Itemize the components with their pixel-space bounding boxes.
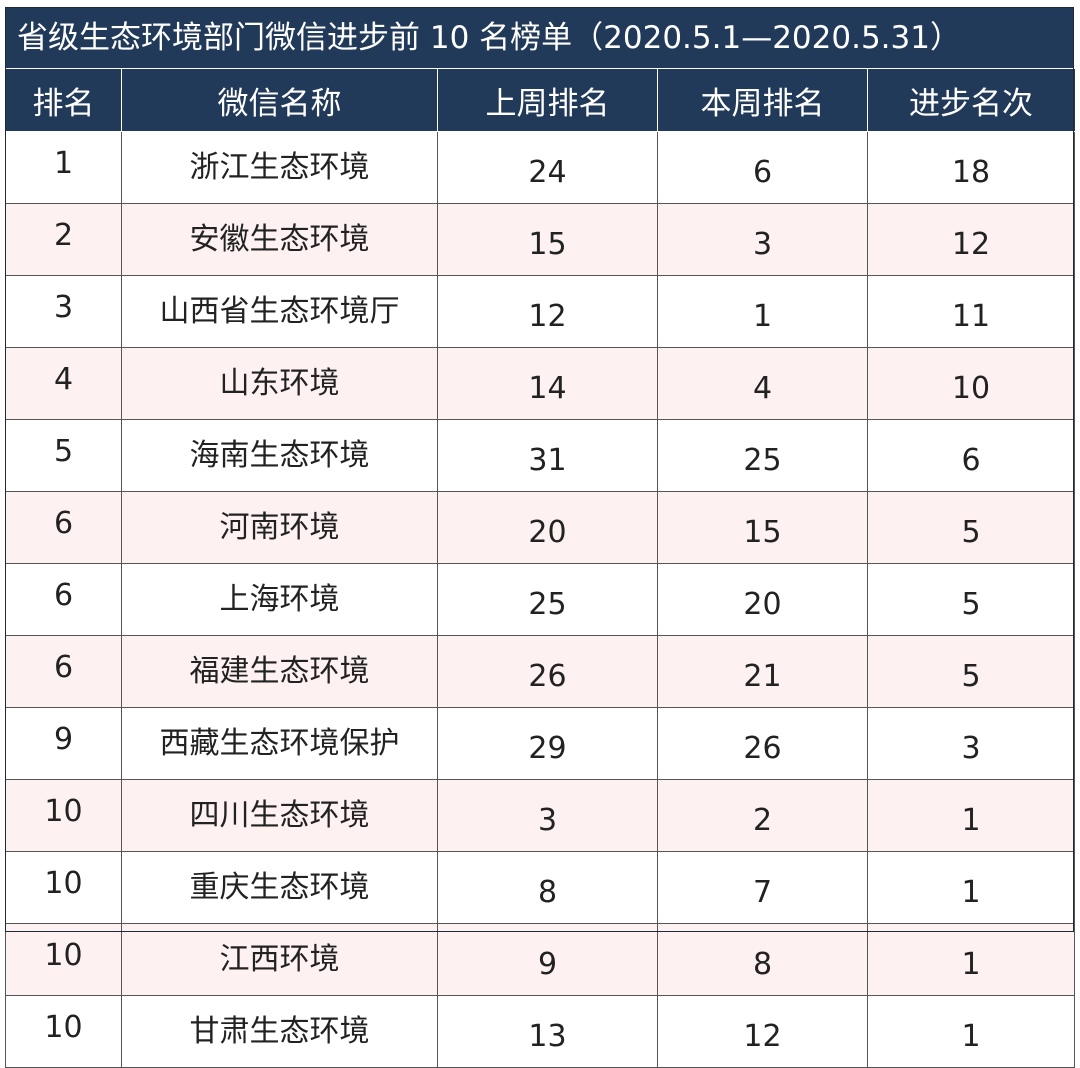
cell-account-name: 浙江生态环境 — [121, 131, 438, 204]
cell-last-week-rank: 31 — [437, 419, 658, 492]
cell-rank: 1 — [5, 131, 122, 204]
table-row: 3 山西省生态环境厅 12 1 11 — [5, 275, 1075, 348]
table-row: 6 福建生态环境 26 21 5 — [5, 635, 1075, 708]
table-row: 10 江西环境 9 8 1 — [5, 923, 1075, 996]
cell-this-week-rank: 26 — [657, 707, 868, 780]
cell-account-name: 福建生态环境 — [121, 635, 438, 708]
cell-rank: 4 — [5, 347, 122, 420]
table-row: 6 河南环境 20 15 5 — [5, 491, 1075, 564]
col-header-account-name: 微信名称 — [121, 69, 438, 132]
cell-rank: 10 — [5, 779, 122, 852]
cell-account-name: 重庆生态环境 — [121, 851, 438, 924]
cell-last-week-rank: 3 — [437, 779, 658, 852]
cell-last-week-rank: 12 — [437, 275, 658, 348]
cell-last-week-rank: 13 — [437, 995, 658, 1068]
col-header-last-week-rank: 上周排名 — [437, 69, 658, 132]
cell-this-week-rank: 7 — [657, 851, 868, 924]
cell-last-week-rank: 24 — [437, 131, 658, 204]
table-row: 10 四川生态环境 3 2 1 — [5, 779, 1075, 852]
cell-progress: 11 — [867, 275, 1075, 348]
cell-last-week-rank: 9 — [437, 923, 658, 996]
cell-this-week-rank: 20 — [657, 563, 868, 636]
table-row: 4 山东环境 14 4 10 — [5, 347, 1075, 420]
cell-progress: 1 — [867, 851, 1075, 924]
cell-this-week-rank: 3 — [657, 203, 868, 276]
cell-account-name: 甘肃生态环境 — [121, 995, 438, 1068]
cell-last-week-rank: 29 — [437, 707, 658, 780]
cell-rank: 6 — [5, 563, 122, 636]
cell-progress: 1 — [867, 923, 1075, 996]
col-header-this-week-rank: 本周排名 — [657, 69, 868, 132]
cell-rank: 3 — [5, 275, 122, 348]
table-row: 10 重庆生态环境 8 7 1 — [5, 851, 1075, 924]
cell-progress: 1 — [867, 779, 1075, 852]
cell-account-name: 海南生态环境 — [121, 419, 438, 492]
cell-rank: 10 — [5, 923, 122, 996]
cell-account-name: 河南环境 — [121, 491, 438, 564]
cell-account-name: 江西环境 — [121, 923, 438, 996]
cell-this-week-rank: 6 — [657, 131, 868, 204]
cell-rank: 10 — [5, 851, 122, 924]
cell-last-week-rank: 25 — [437, 563, 658, 636]
cell-progress: 5 — [867, 635, 1075, 708]
cell-progress: 10 — [867, 347, 1075, 420]
cell-this-week-rank: 8 — [657, 923, 868, 996]
table-row: 6 上海环境 25 20 5 — [5, 563, 1075, 636]
cell-this-week-rank: 4 — [657, 347, 868, 420]
cell-rank: 2 — [5, 203, 122, 276]
cell-this-week-rank: 12 — [657, 995, 868, 1068]
cell-account-name: 山西省生态环境厅 — [121, 275, 438, 348]
table-row: 1 浙江生态环境 24 6 18 — [5, 131, 1075, 204]
cell-last-week-rank: 8 — [437, 851, 658, 924]
cell-this-week-rank: 2 — [657, 779, 868, 852]
table-header-row: 排名 微信名称 上周排名 本周排名 进步名次 — [5, 69, 1075, 132]
cell-account-name: 四川生态环境 — [121, 779, 438, 852]
cell-account-name: 山东环境 — [121, 347, 438, 420]
cell-progress: 3 — [867, 707, 1075, 780]
cell-last-week-rank: 14 — [437, 347, 658, 420]
table-row: 10 甘肃生态环境 13 12 1 — [5, 995, 1075, 1068]
col-header-progress: 进步名次 — [867, 69, 1075, 132]
cell-last-week-rank: 20 — [437, 491, 658, 564]
cell-progress: 18 — [867, 131, 1075, 204]
cell-this-week-rank: 21 — [657, 635, 868, 708]
cell-progress: 12 — [867, 203, 1075, 276]
cell-rank: 10 — [5, 995, 122, 1068]
table-frame — [5, 7, 1074, 932]
col-header-rank: 排名 — [5, 69, 122, 132]
cell-last-week-rank: 15 — [437, 203, 658, 276]
cell-progress: 5 — [867, 563, 1075, 636]
table-title: 省级生态环境部门微信进步前 10 名榜单（2020.5.1—2020.5.31） — [5, 7, 1074, 69]
cell-progress: 5 — [867, 491, 1075, 564]
cell-this-week-rank: 15 — [657, 491, 868, 564]
cell-this-week-rank: 25 — [657, 419, 868, 492]
cell-progress: 1 — [867, 995, 1075, 1068]
cell-last-week-rank: 26 — [437, 635, 658, 708]
